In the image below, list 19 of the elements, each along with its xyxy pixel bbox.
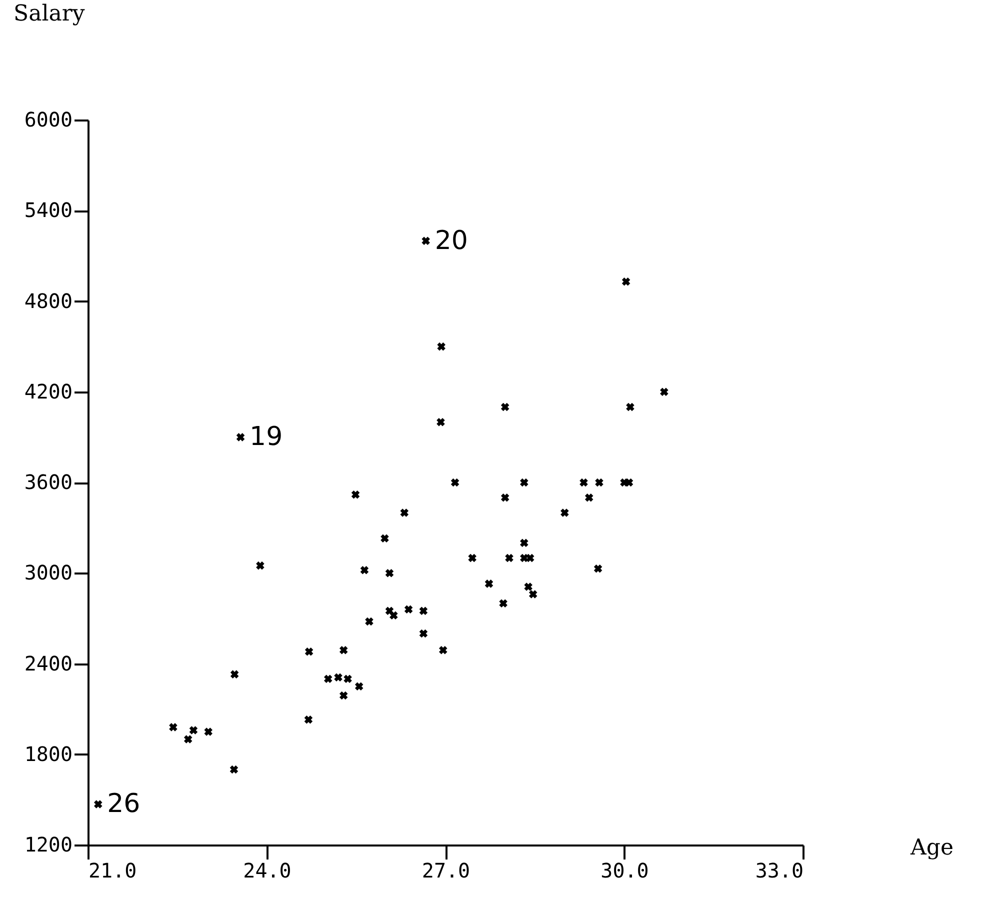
annotation: 20 (434, 226, 468, 256)
y-tick-label: 4200 (24, 379, 72, 404)
y-axis-title: Salary (14, 2, 86, 26)
x-tick-label: 33.0 (755, 858, 804, 882)
annotation: 26 (107, 789, 140, 820)
y-tick-label: 5400 (24, 198, 72, 222)
annotation: 19 (250, 422, 283, 452)
x-tick-label: 27.0 (422, 858, 470, 882)
y-tick-label: 2400 (24, 651, 72, 676)
y-tick-label: 1200 (24, 832, 72, 856)
y-tick-label: 4800 (24, 288, 72, 313)
y-tick-label: 6000 (24, 108, 72, 132)
x-tick-label: 21.0 (88, 858, 137, 882)
y-tick-label: 3600 (24, 470, 72, 494)
y-tick-label: 3000 (24, 560, 72, 585)
x-axis-title: Age (910, 836, 954, 860)
x-tick-label: 24.0 (243, 858, 292, 882)
y-tick-label: 1800 (24, 742, 72, 766)
x-tick-label: 30.0 (600, 858, 649, 882)
